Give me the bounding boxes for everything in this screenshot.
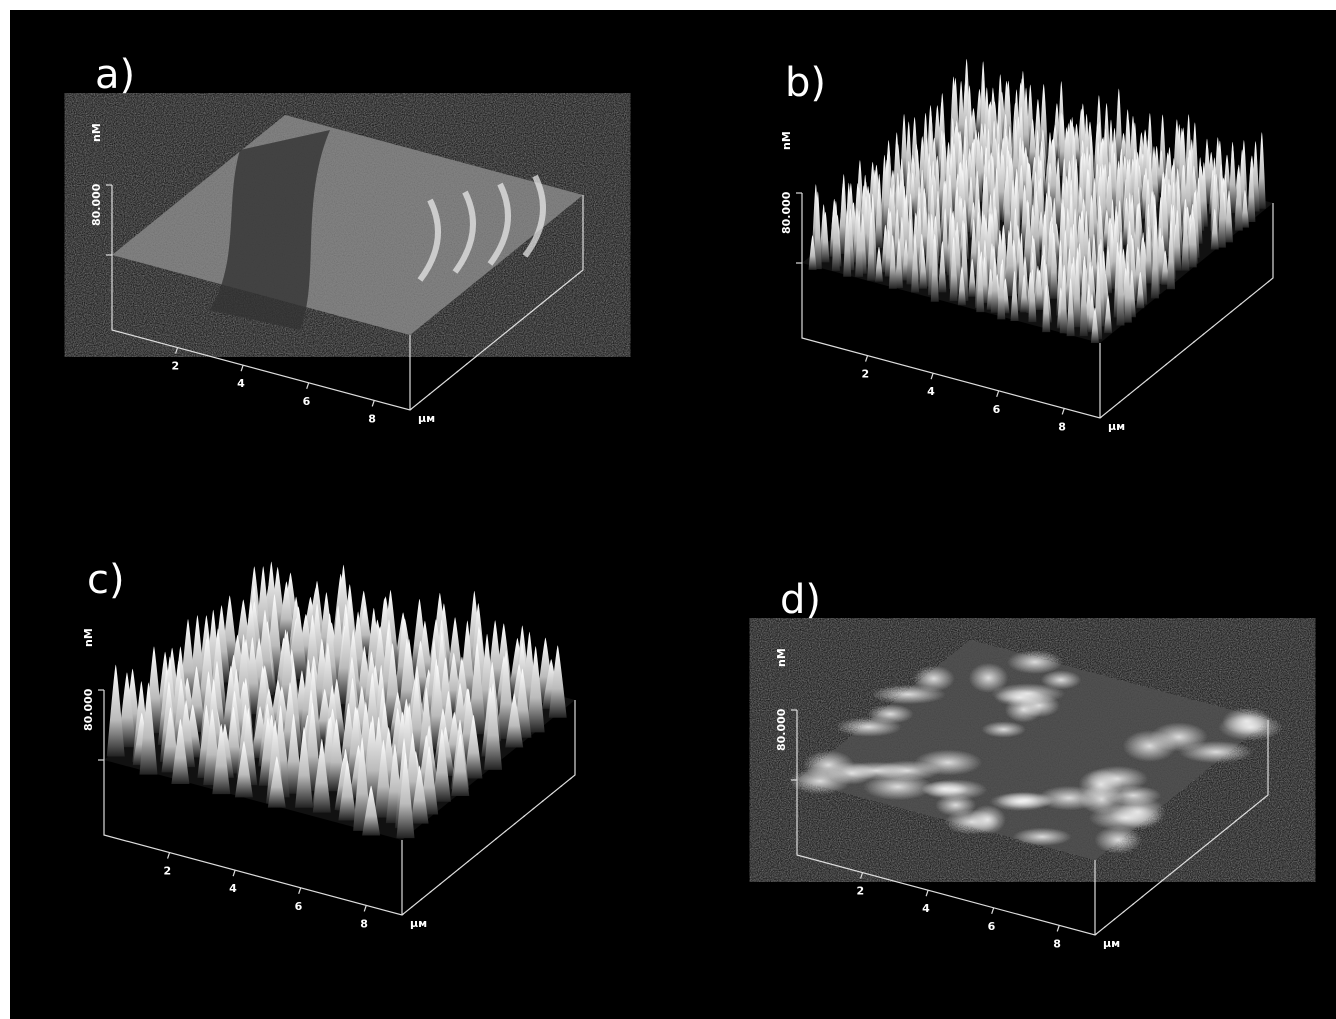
x-tick-label: 8 xyxy=(360,917,368,930)
surface-blob xyxy=(867,704,913,724)
x-tick-label: 4 xyxy=(229,882,237,895)
x-tick-label: 8 xyxy=(1058,420,1066,433)
x-tick-label: 2 xyxy=(857,885,865,898)
x-unit: μм xyxy=(1103,937,1120,950)
x-unit: μм xyxy=(418,412,435,425)
x-unit: μм xyxy=(410,917,427,930)
x-tick-label: 2 xyxy=(164,865,172,878)
panel-label: d) xyxy=(780,577,821,623)
surface-blob xyxy=(1041,670,1082,689)
surface-blob xyxy=(1019,694,1060,718)
surface-blob xyxy=(996,792,1055,809)
surface-blob xyxy=(1150,722,1208,751)
x-tick-label: 2 xyxy=(172,360,180,373)
z-unit: nM xyxy=(780,131,793,150)
surface-blob xyxy=(1007,650,1063,674)
z-unit: nM xyxy=(82,628,95,647)
x-tick-label: 8 xyxy=(368,412,376,425)
surface-blob xyxy=(922,779,987,800)
x-tick-label: 8 xyxy=(1053,937,1061,950)
panel-label: b) xyxy=(785,60,826,106)
panel-label: a) xyxy=(95,52,135,98)
figure: a) 80.000 nM 2 4 6 8 μм b) 80.000 nM 2 4 6 8 μм c) 80.000… xyxy=(0,0,1336,1019)
surface-blob xyxy=(969,663,1009,693)
x-tick-label: 4 xyxy=(237,377,245,390)
x-tick-label: 6 xyxy=(295,900,303,913)
surface-blob xyxy=(914,750,982,776)
panel-label: c) xyxy=(87,557,125,603)
surface-blob xyxy=(1013,828,1072,846)
surface-blob xyxy=(1110,796,1166,827)
z-unit: nM xyxy=(775,648,788,667)
z-label: 80.000 xyxy=(82,688,95,731)
z-unit: nM xyxy=(90,123,103,142)
z-label: 80.000 xyxy=(780,191,793,234)
x-tick-label: 6 xyxy=(993,403,1001,416)
surface-blob xyxy=(981,721,1025,737)
x-tick-label: 2 xyxy=(862,368,870,381)
surface-blob xyxy=(827,762,876,785)
z-label: 80.000 xyxy=(775,708,788,751)
surface-blob xyxy=(1218,714,1283,741)
x-tick-label: 6 xyxy=(303,395,311,408)
surface-blob xyxy=(913,666,955,692)
x-unit: μм xyxy=(1108,420,1125,433)
surface-blob xyxy=(969,805,1006,835)
x-tick-label: 4 xyxy=(922,902,930,915)
x-tick-label: 4 xyxy=(927,385,935,398)
z-label: 80.000 xyxy=(90,183,103,226)
x-tick-label: 6 xyxy=(988,920,996,933)
